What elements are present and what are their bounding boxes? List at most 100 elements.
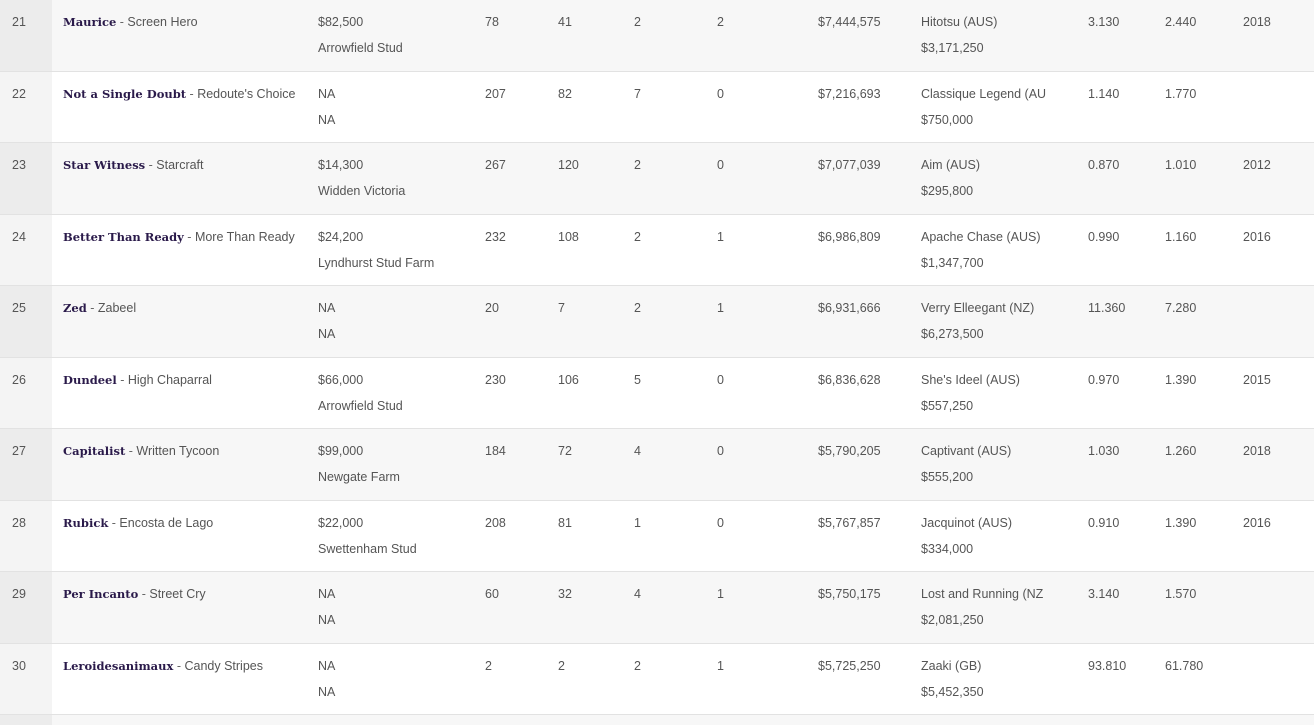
year-cell-value: 2012 xyxy=(1243,158,1271,172)
group1-winners-cell-value: 0 xyxy=(717,86,724,101)
horse-name-link[interactable]: Capitalist xyxy=(63,444,126,458)
aei-cell: 0.910 xyxy=(1088,516,1119,530)
rank-column-bg xyxy=(0,214,52,285)
aei-cell: 1.140 xyxy=(1088,87,1119,101)
horse-name-link[interactable]: Per Incanto xyxy=(63,587,139,601)
best-horse-cell: Aim (AUS) $295,800 xyxy=(921,158,980,198)
service-fee-cell: $14,300 Widden Victoria xyxy=(318,158,405,198)
winners-cell-value: 81 xyxy=(558,515,572,530)
best-horse-cell-value: Zaaki (GB) xyxy=(921,658,982,673)
service-fee-cell-value: $66,000 xyxy=(318,372,364,387)
aei-cell-value: 0.990 xyxy=(1088,229,1120,244)
cei-cell-value: 1.570 xyxy=(1165,587,1197,601)
stakes-winners-cell-value: 2 xyxy=(634,229,641,244)
rank-column-bg xyxy=(0,572,52,643)
table-row[interactable]: Capitalist - Written Tycoon 27 $99,000 Newg… xyxy=(0,429,1314,501)
sire-separator: - xyxy=(183,229,195,244)
winners-cell: 108 xyxy=(558,230,579,244)
service-fee-cell-sub: NA xyxy=(318,327,336,341)
rank-cell-value: 24 xyxy=(12,229,26,244)
winners-cell-value: 82 xyxy=(558,86,572,101)
prizemoney-cell: $6,986,809 xyxy=(818,230,881,244)
rank-cell-value: 29 xyxy=(12,587,26,601)
service-fee-cell-value: $14,300 xyxy=(318,158,364,172)
year-cell: 2012 xyxy=(1243,158,1271,172)
table-row[interactable]: Maurice - Screen Hero 21 $82,500 Arrowfield… xyxy=(0,0,1314,72)
group1-winners-cell-value: 1 xyxy=(717,658,724,673)
best-horse-cell: Lost and Running (NZ $2,081,250 xyxy=(921,587,1043,627)
horse-name-link[interactable]: Star Witness xyxy=(63,158,146,172)
table-row[interactable]: Dundeel - High Chaparral 26 $66,000 Arrowfi… xyxy=(0,357,1314,429)
cei-cell: 1.390 xyxy=(1165,516,1196,530)
horse-name-link[interactable]: Maurice xyxy=(63,15,117,29)
sire-separator: - xyxy=(116,372,128,387)
best-horse-cell-value: Apache Chase (AUS) xyxy=(921,229,1041,244)
runners-cell-value: 78 xyxy=(485,15,499,29)
horse-cell: Leroidesanimaux - Candy Stripes xyxy=(63,659,263,673)
stakes-winners-cell-value: 4 xyxy=(634,587,641,601)
horse-name-link[interactable]: Rubick xyxy=(63,515,109,530)
group1-winners-cell: 1 xyxy=(717,587,724,601)
best-horse-cell-value: Hitotsu (AUS) xyxy=(921,15,998,29)
winners-cell-value: 108 xyxy=(558,229,579,244)
year-cell-value: 2016 xyxy=(1243,229,1271,244)
horse-name-link[interactable]: Leroidesanimaux xyxy=(63,658,174,673)
winners-cell-value: 120 xyxy=(558,158,579,172)
aei-cell: 0.990 xyxy=(1088,230,1119,244)
table-row[interactable]: Star Witness - Starcraft 23 $14,300 Widden … xyxy=(0,143,1314,215)
cei-cell: 2.440 xyxy=(1165,15,1196,29)
service-fee-cell-sub: Widden Victoria xyxy=(318,184,406,198)
year-cell: 2016 xyxy=(1243,230,1271,244)
table-row[interactable]: Rubick - Encosta de Lago 28 $22,000 Swetten… xyxy=(0,500,1314,572)
rank-cell: 23 xyxy=(12,158,26,172)
table-row[interactable]: Leroidesanimaux - Candy Stripes 30 NA NA 2 2 2… xyxy=(0,643,1314,715)
rank-cell: 29 xyxy=(12,587,26,601)
sire-separator: - xyxy=(86,301,98,315)
group1-winners-cell: 1 xyxy=(717,230,724,244)
sire-name: Starcraft xyxy=(156,158,204,172)
service-fee-cell: $82,500 Arrowfield Stud xyxy=(318,15,403,55)
service-fee-cell-value: $99,000 xyxy=(318,444,364,458)
best-horse-cell-sub: $5,452,350 xyxy=(921,684,984,699)
horse-name-link[interactable]: Better Than Ready xyxy=(63,229,184,244)
winners-cell: 41 xyxy=(558,15,572,29)
rank-cell: 25 xyxy=(12,301,26,315)
year-cell-value: 2015 xyxy=(1243,372,1271,387)
sire-name: High Chaparral xyxy=(127,372,212,387)
best-horse-cell-value: She's Ideel (AUS) xyxy=(921,372,1020,387)
winners-cell: 32 xyxy=(558,587,572,601)
runners-cell: 267 xyxy=(485,158,506,172)
best-horse-cell-value: Verry Elleegant (NZ) xyxy=(921,301,1035,315)
horse-cell: Maurice - Screen Hero xyxy=(63,15,198,29)
cei-cell-value: 1.390 xyxy=(1165,372,1197,387)
table-row[interactable]: Per Incanto - Street Cry 29 NA NA 60 32 4 1 $5,7… xyxy=(0,572,1314,644)
winners-cell-value: 106 xyxy=(558,372,579,387)
service-fee-cell: NA NA xyxy=(318,301,335,341)
sire-name: Street Cry xyxy=(149,587,206,601)
stakes-winners-cell: 4 xyxy=(634,444,641,458)
table-row[interactable]: Zed - Zabeel 25 NA NA 20 7 2 1 $6,931,666 Verry E… xyxy=(0,286,1314,358)
best-horse-cell: Apache Chase (AUS) $1,347,700 xyxy=(921,230,1041,270)
horse-name-link[interactable]: Zed xyxy=(63,301,87,315)
horse-cell: Not a Single Doubt - Redoute's Choice xyxy=(63,87,295,101)
runners-cell-value: 208 xyxy=(485,515,506,530)
table-row[interactable]: Not a Single Doubt - Redoute's Choice 22 N… xyxy=(0,71,1314,143)
stakes-winners-cell-value: 2 xyxy=(634,15,641,29)
winners-cell-value: 41 xyxy=(558,15,572,29)
stakes-winners-cell: 7 xyxy=(634,87,641,101)
year-cell: 2018 xyxy=(1243,15,1271,29)
best-horse-cell: Hitotsu (AUS) $3,171,250 xyxy=(921,15,997,55)
cei-cell: 61.780 xyxy=(1165,659,1203,673)
prizemoney-cell-value: $7,216,693 xyxy=(818,86,881,101)
group1-winners-cell: 0 xyxy=(717,158,724,172)
stakes-winners-cell-value: 7 xyxy=(634,86,641,101)
stakes-winners-cell: 5 xyxy=(634,373,641,387)
aei-cell-value: 1.030 xyxy=(1088,444,1120,458)
horse-name-link[interactable]: Not a Single Doubt xyxy=(63,86,187,101)
table-row[interactable]: Better Than Ready - More Than Ready 24 $24… xyxy=(0,214,1314,286)
horse-name-link[interactable]: Dundeel xyxy=(63,372,117,387)
prizemoney-cell: $5,767,857 xyxy=(818,516,881,530)
aei-cell: 0.970 xyxy=(1088,373,1119,387)
cei-cell: 7.280 xyxy=(1165,301,1196,315)
